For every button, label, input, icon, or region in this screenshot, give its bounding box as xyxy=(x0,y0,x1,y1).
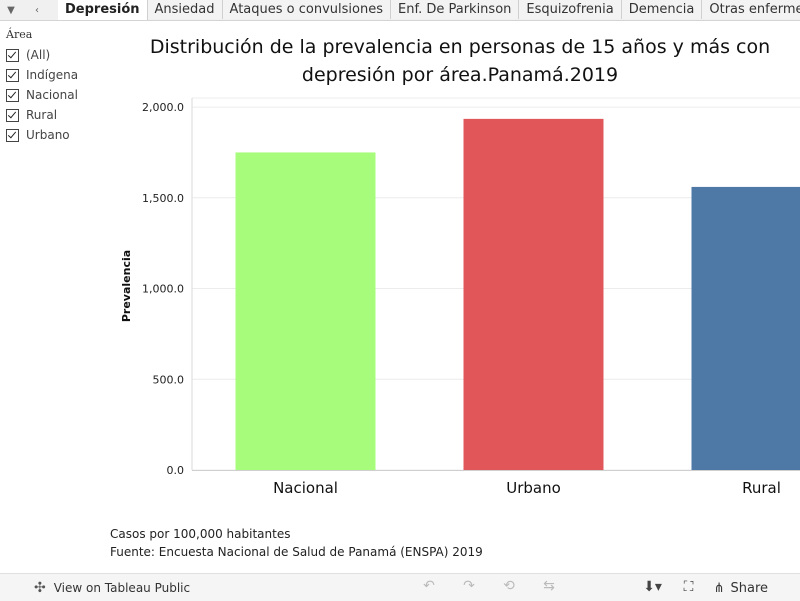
bar-nacional xyxy=(236,152,376,470)
x-category-label: Nacional xyxy=(273,479,338,497)
bottom-toolbar: ✣ View on Tableau Public ↶ ↷ ⟲ ⇆ ⬇▾ ⛶ ⋔ … xyxy=(0,573,800,601)
y-tick-label: 500.0 xyxy=(153,373,185,386)
tableau-logo-icon: ✣ xyxy=(34,580,46,596)
y-axis-title: Prevalencia xyxy=(120,250,133,322)
download-icon[interactable]: ⬇▾ xyxy=(642,579,664,597)
y-tick-label: 2,000.0 xyxy=(142,101,184,114)
y-tick-label: 1,000.0 xyxy=(142,283,184,296)
redo-icon[interactable]: ↷ xyxy=(458,578,480,596)
undo-icon[interactable]: ↶ xyxy=(418,578,440,596)
refresh-icon[interactable]: ⇆ xyxy=(538,578,560,596)
view-on-tableau-link[interactable]: ✣ View on Tableau Public xyxy=(34,580,190,596)
share-button[interactable]: ⋔ Share xyxy=(714,581,768,596)
share-label: Share xyxy=(730,581,768,596)
view-on-tableau-label: View on Tableau Public xyxy=(54,581,190,595)
bar-rural xyxy=(692,187,800,470)
footnotes: Casos por 100,000 habitantes Fuente: Enc… xyxy=(110,525,483,561)
footnote-units: Casos por 100,000 habitantes xyxy=(110,525,483,543)
x-category-label: Urbano xyxy=(506,479,561,497)
revert-icon[interactable]: ⟲ xyxy=(498,578,520,596)
x-category-label: Rural xyxy=(742,479,781,497)
bar-urbano xyxy=(464,119,604,470)
history-controls: ↶ ↷ ⟲ ⇆ xyxy=(418,578,578,596)
share-icon: ⋔ xyxy=(714,581,725,596)
fullscreen-icon[interactable]: ⛶ xyxy=(678,579,700,597)
bar-chart: 0.0 500.0 1,000.0 1,500.0 2,000.0 Prevalencia… xyxy=(0,0,800,520)
footnote-source: Fuente: Encuesta Nacional de Salud de Pa… xyxy=(110,543,483,561)
right-tools: ⬇▾ ⛶ ⋔ Share xyxy=(642,579,768,597)
y-tick-label: 1,500.0 xyxy=(142,192,184,205)
y-tick-label: 0.0 xyxy=(167,464,185,477)
